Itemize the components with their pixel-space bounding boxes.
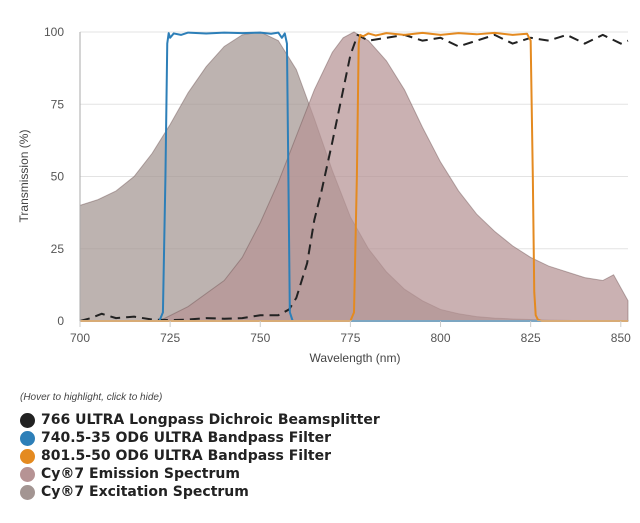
- legend-marker: [20, 484, 35, 500]
- y-tick-label: 25: [51, 242, 65, 256]
- legend-label: Cy®7 Emission Spectrum: [41, 466, 240, 482]
- legend-label: Cy®7 Excitation Spectrum: [41, 484, 249, 500]
- legend-marker: [20, 412, 35, 428]
- legend-item-cy-7-emission-spectrum[interactable]: Cy®7 Emission Spectrum: [20, 465, 380, 483]
- legend-label: 766 ULTRA Longpass Dichroic Beamsplitter: [41, 412, 380, 428]
- legend-item-801-5-50-od6-ultra-bandpass-filter[interactable]: 801.5-50 OD6 ULTRA Bandpass Filter: [20, 447, 380, 465]
- x-tick-label: 700: [70, 331, 90, 345]
- legend-item-766-ultra-longpass-dichroic-beamsplitter[interactable]: 766 ULTRA Longpass Dichroic Beamsplitter: [20, 411, 380, 429]
- axes: 0 25 50 75 100 700 725 750 775 800 825 850: [44, 25, 631, 345]
- y-axis-label: Transmission (%): [17, 130, 31, 223]
- series-line-801-5-50-od6-ultra-bandpass-filter[interactable]: [80, 31, 628, 322]
- legend-item-cy-7-excitation-spectrum[interactable]: Cy®7 Excitation Spectrum: [20, 483, 380, 501]
- legend-hint: (Hover to highlight, click to hide): [20, 392, 163, 403]
- legend-item-740-5-35-od6-ultra-bandpass-filter[interactable]: 740.5-35 OD6 ULTRA Bandpass Filter: [20, 429, 380, 447]
- legend: (Hover to highlight, click to hide) 766 …: [20, 392, 380, 501]
- x-tick-label: 725: [160, 331, 180, 345]
- x-tick-label: 750: [250, 331, 270, 345]
- x-tick-label: 825: [521, 331, 541, 345]
- x-tick-label: 800: [431, 331, 451, 345]
- legend-marker: [20, 466, 35, 482]
- legend-label: 740.5-35 OD6 ULTRA Bandpass Filter: [41, 430, 331, 446]
- x-tick-label: 850: [611, 331, 631, 345]
- y-tick-label: 0: [57, 314, 64, 328]
- legend-label: 801.5-50 OD6 ULTRA Bandpass Filter: [41, 448, 331, 464]
- series-line-740-5-35-od6-ultra-bandpass-filter[interactable]: [80, 31, 628, 322]
- series-line-766-ultra-longpass-dichroic-beamsplitter[interactable]: [79, 33, 629, 322]
- spectra-chart: 0 25 50 75 100 700 725 750 775 800 825 850 Waveleng…: [17, 25, 631, 365]
- x-tick-label: 775: [340, 331, 360, 345]
- legend-marker: [20, 430, 35, 446]
- y-tick-label: 50: [51, 170, 65, 184]
- y-tick-label: 100: [44, 25, 64, 39]
- legend-items: 766 ULTRA Longpass Dichroic Beamsplitter…: [20, 411, 380, 501]
- series-layer: [79, 31, 629, 322]
- x-axis-label: Wavelength (nm): [310, 351, 401, 365]
- series-area-cy-7-emission-spectrum[interactable]: [159, 31, 629, 322]
- legend-marker: [20, 448, 35, 464]
- y-tick-label: 75: [51, 97, 65, 111]
